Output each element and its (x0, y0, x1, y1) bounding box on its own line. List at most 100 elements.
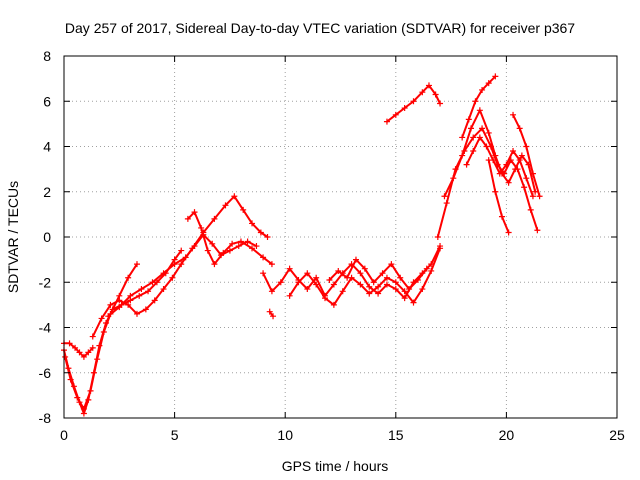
data-point (116, 304, 123, 311)
data-point (459, 134, 466, 141)
data-point (437, 100, 444, 107)
data-point (492, 188, 499, 195)
y-tick-label: -4 (39, 320, 52, 336)
data-point (401, 288, 408, 295)
data-point (244, 238, 251, 245)
data-point (516, 157, 523, 164)
data-point (260, 254, 267, 261)
data-point (87, 387, 94, 394)
data-point (226, 247, 233, 254)
data-point (441, 193, 448, 200)
data-point (211, 261, 218, 268)
data-point (375, 290, 382, 297)
series-track-i (328, 258, 428, 290)
data-point (428, 267, 435, 274)
data-point (392, 279, 399, 286)
data-point (89, 333, 96, 340)
data-point (397, 274, 404, 281)
data-point (423, 265, 430, 272)
data-point (463, 161, 470, 168)
data-point (470, 134, 477, 141)
data-point (151, 297, 158, 304)
data-point (512, 166, 519, 173)
data-point (518, 152, 525, 159)
data-point (425, 82, 432, 89)
data-point (357, 281, 364, 288)
data-point (534, 227, 541, 234)
data-point (149, 279, 156, 286)
data-point (459, 152, 466, 159)
data-point (116, 297, 123, 304)
data-point (523, 143, 530, 150)
data-point (483, 143, 490, 150)
y-tick-label: -2 (39, 274, 52, 290)
data-point (89, 344, 96, 351)
y-axis-label: SDTVAR / TECUs (5, 181, 21, 293)
data-point (229, 240, 236, 247)
data-point (264, 234, 271, 240)
data-point (295, 279, 302, 286)
data-point (361, 265, 368, 272)
data-point (465, 116, 472, 123)
data-point (366, 290, 373, 297)
data-point (383, 281, 390, 288)
data-point (74, 394, 81, 401)
data-point (67, 376, 74, 383)
data-point (476, 107, 483, 114)
data-point (521, 184, 528, 191)
data-point (498, 213, 505, 220)
data-point (260, 270, 267, 277)
data-point (142, 306, 149, 313)
data-point (169, 274, 176, 281)
data-point (383, 118, 390, 125)
data-point (492, 73, 499, 80)
series-track-d (91, 195, 269, 338)
data-point (485, 157, 492, 164)
data-point (496, 170, 503, 177)
data-point (392, 111, 399, 118)
data-point (191, 209, 198, 216)
grid-lines (64, 56, 617, 418)
data-point (326, 276, 333, 283)
data-point (257, 229, 264, 236)
data-point (133, 310, 140, 317)
data-point (510, 111, 517, 118)
data-point (434, 234, 441, 240)
data-point (419, 89, 426, 96)
data-point (388, 261, 395, 268)
axis-ticks: 0 5 10 15 20 25 -8 -6 -4 -2 0 2 4 6 8 (39, 48, 625, 443)
data-point (277, 279, 284, 286)
data-point (536, 193, 543, 200)
data-point (80, 405, 87, 412)
series-track-p (487, 159, 510, 234)
data-point (505, 179, 512, 186)
data-point (100, 329, 107, 336)
data-point (235, 243, 242, 250)
data-point (268, 288, 275, 295)
data-point (107, 301, 114, 308)
x-tick-label: 20 (499, 427, 515, 443)
data-point (62, 353, 69, 360)
data-point (503, 161, 510, 168)
x-tick-label: 10 (277, 427, 293, 443)
series-track-o (461, 75, 497, 139)
data-point (437, 245, 444, 252)
data-point (479, 125, 486, 132)
data-point (516, 125, 523, 132)
data-point (392, 286, 399, 293)
data-point (127, 292, 134, 299)
series-track-l (436, 127, 539, 238)
data-point (66, 340, 73, 347)
data-point (529, 170, 536, 177)
data-point (330, 281, 337, 288)
x-axis-label: GPS time / hours (282, 458, 389, 474)
data-point (80, 353, 87, 360)
data-point (211, 215, 218, 222)
x-tick-label: 15 (388, 427, 404, 443)
x-tick-label: 5 (171, 427, 179, 443)
data-point (191, 243, 198, 250)
data-point (160, 270, 167, 277)
data-point (133, 261, 140, 268)
data-point (485, 80, 492, 87)
y-tick-label: 6 (43, 93, 51, 109)
